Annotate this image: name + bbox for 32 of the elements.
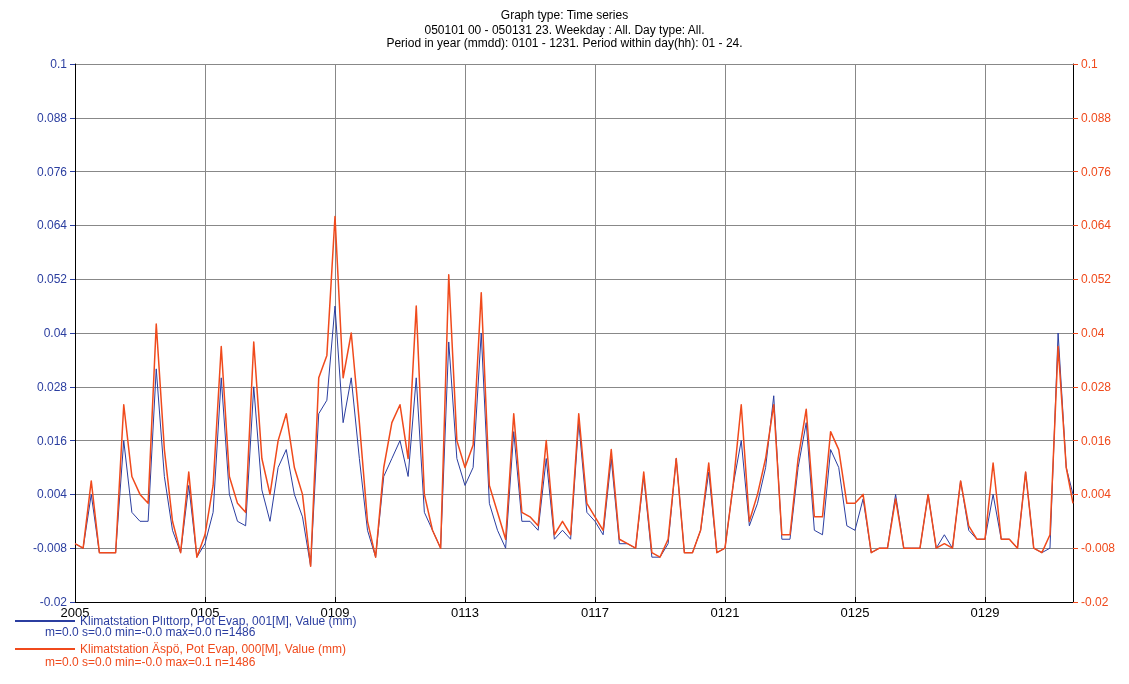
y2-tick-label: 0.088 — [1081, 110, 1112, 125]
y-tick-label: 0.016 — [36, 433, 68, 448]
text: m=0.0 s=0.0 min=-0.0 max=0.1 n=1486 — [45, 655, 256, 669]
y2-tick-label: -0.02 — [1081, 595, 1109, 609]
y-tick-label: 0.088 — [36, 110, 68, 125]
y2-tick-label: 0.076 — [1081, 164, 1112, 179]
y-tick-label: 0.064 — [36, 218, 68, 233]
chart-title: Graph type: Time series — [500, 8, 629, 22]
y2-tick-label: 0.1 — [1081, 57, 1099, 71]
y2-tick-label: 0.04 — [1081, 326, 1105, 340]
x-tick-label: 0113 — [451, 605, 479, 620]
y-tick-label: -0.02 — [39, 595, 68, 609]
x-tick-label: 0121 — [710, 605, 740, 620]
x-tick-label: 0125 — [840, 605, 870, 620]
x-tick-label: 0129 — [970, 605, 1000, 620]
y2-tick-label: 0.052 — [1081, 272, 1112, 287]
y2-tick-label: 0.016 — [1081, 433, 1112, 448]
chart-subtitle: 050101 00 - 050131 23. Weekday : All. Day type: All. Period in year (mmdd): 0101 - 1231. Period within day(hh): 01 - 24. — [386, 22, 743, 50]
legend-label: Klimatstation Äspö, Pot Evap, 000[M], Value (mm) — [80, 642, 346, 656]
y-tick-label: 0.076 — [36, 164, 68, 179]
y2-tick-label: -0.008 — [1081, 541, 1116, 556]
y-tick-label: 0.004 — [36, 487, 68, 502]
y-tick-label: 0.04 — [43, 326, 68, 340]
y-tick-label: -0.008 — [32, 541, 68, 556]
line-series — [74, 215, 1074, 567]
y-tick-label: 0.052 — [36, 272, 68, 287]
y-tick-label: 0.028 — [36, 379, 68, 394]
x-tick-label: 0117 — [581, 605, 609, 620]
y2-tick-label: 0.028 — [1081, 379, 1112, 394]
y-tick-label: 0.1 — [50, 57, 68, 71]
y2-tick-label: 0.064 — [1081, 218, 1112, 233]
y2-tick-label: 0.004 — [1081, 487, 1112, 502]
